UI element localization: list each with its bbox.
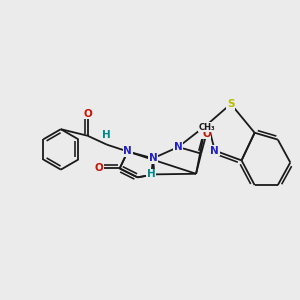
Text: H: H	[147, 169, 156, 179]
Text: O: O	[83, 109, 92, 119]
Text: N: N	[174, 142, 183, 152]
Text: N: N	[148, 153, 157, 163]
Text: N: N	[210, 146, 219, 156]
Text: CH₃: CH₃	[199, 123, 215, 132]
Text: N: N	[123, 146, 132, 157]
Text: O: O	[202, 129, 211, 139]
Text: H: H	[102, 130, 111, 140]
Text: O: O	[94, 164, 103, 173]
Text: S: S	[227, 99, 235, 109]
